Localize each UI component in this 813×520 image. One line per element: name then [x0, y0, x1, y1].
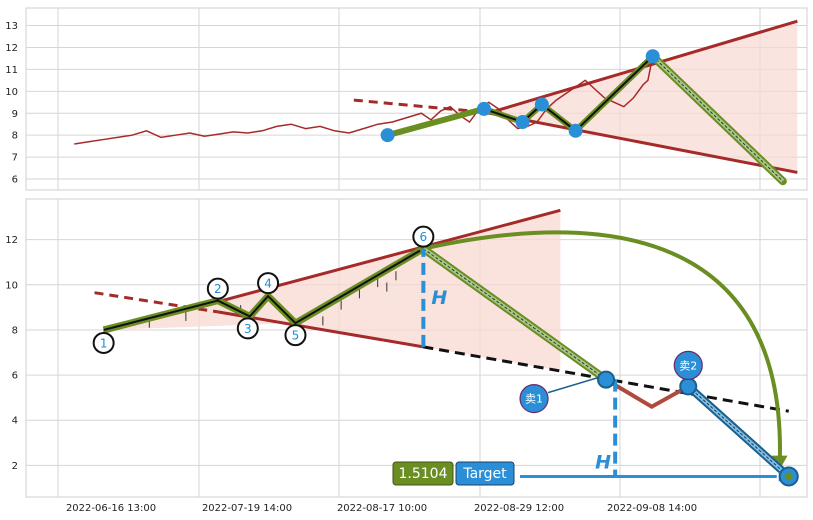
top-ytick-label: 6	[12, 175, 18, 186]
bottom-target-path-dash	[687, 386, 790, 478]
pattern-point-marker-5	[284, 324, 307, 347]
bottom-pattern-core	[103, 247, 424, 331]
pattern-point-marker-2	[206, 277, 229, 300]
top-pattern-point-2	[476, 101, 491, 116]
pattern-point-label-4: 4	[264, 277, 272, 291]
x-tick-label-2: 2022-08-17 10:00	[337, 503, 427, 514]
sell-badge-2	[673, 350, 703, 380]
top-pattern-point-4	[534, 97, 549, 112]
target-point-core	[784, 472, 793, 481]
top-lower-line	[483, 110, 798, 174]
top-ytick-label: 11	[5, 65, 18, 76]
top-pattern-point-6	[645, 49, 660, 64]
top-lower-extension	[353, 98, 485, 114]
sell-label-2: 卖2	[679, 359, 697, 372]
top-ytick-label: 10	[5, 87, 18, 98]
bottom-lower-extension	[94, 291, 219, 314]
pattern-point-label-6: 6	[420, 230, 428, 244]
top-price-line	[74, 56, 654, 145]
pattern-point-marker-4	[257, 272, 280, 295]
bottom-h-label-2: H	[595, 452, 611, 474]
target-name-label: Target	[462, 466, 507, 482]
top-projection-dash	[652, 55, 784, 182]
pattern-point-marker-6	[412, 225, 435, 248]
top-ytick-label: 7	[12, 153, 18, 164]
bottom-ytick-label: 8	[12, 325, 18, 336]
top-triangle-fill	[483, 21, 798, 173]
bottom-projection-arc	[422, 230, 782, 468]
sell-label-1: 卖1	[525, 393, 543, 406]
top-pattern-point-1	[380, 128, 395, 143]
bottom-sell-path-dash	[423, 248, 607, 381]
bottom-h-label-1: H	[431, 287, 447, 309]
x-tick-label-0: 2022-06-16 13:00	[66, 503, 156, 514]
top-ytick-label: 13	[5, 21, 18, 32]
bottom-ytick-label: 6	[12, 371, 18, 382]
sell-point-1	[597, 370, 616, 389]
pattern-point-label-1: 1	[100, 336, 108, 350]
pattern-point-label-3: 3	[244, 322, 252, 336]
bottom-triangle-fill	[103, 210, 561, 371]
x-tick-label-4: 2022-09-08 14:00	[607, 503, 697, 514]
top-ytick-label: 12	[5, 43, 18, 54]
bottom-ytick-label: 4	[12, 416, 18, 427]
top-ytick-label: 9	[12, 109, 18, 120]
sell-pointer-1	[547, 376, 599, 394]
top-pattern-point-5	[568, 123, 583, 138]
bottom-ytick-label: 10	[5, 280, 18, 291]
top-panel: 6 7 8 9 10 11 12 13	[5, 7, 808, 191]
pattern-point-marker-3	[236, 317, 259, 340]
bottom-ytick-label: 2	[12, 461, 18, 472]
target-value-box	[392, 461, 454, 486]
x-tick-label-1: 2022-07-19 14:00	[202, 503, 292, 514]
bottom-drop-path	[605, 377, 690, 410]
bottom-ytick-label: 12	[5, 235, 18, 246]
sell-point-2	[679, 377, 698, 396]
target-value-label: 1.5104	[399, 466, 448, 482]
pattern-point-marker-1	[92, 331, 115, 354]
x-tick-label-3: 2022-08-29 12:00	[474, 503, 564, 514]
pattern-point-label-2: 2	[214, 282, 222, 296]
top-ytick-label: 8	[12, 131, 18, 142]
sell-badge-1	[519, 384, 549, 414]
target-name-box	[455, 461, 515, 486]
pattern-point-label-5: 5	[292, 329, 300, 343]
bottom-arc-arrowhead	[771, 455, 788, 470]
top-pattern-point-3	[515, 115, 530, 130]
